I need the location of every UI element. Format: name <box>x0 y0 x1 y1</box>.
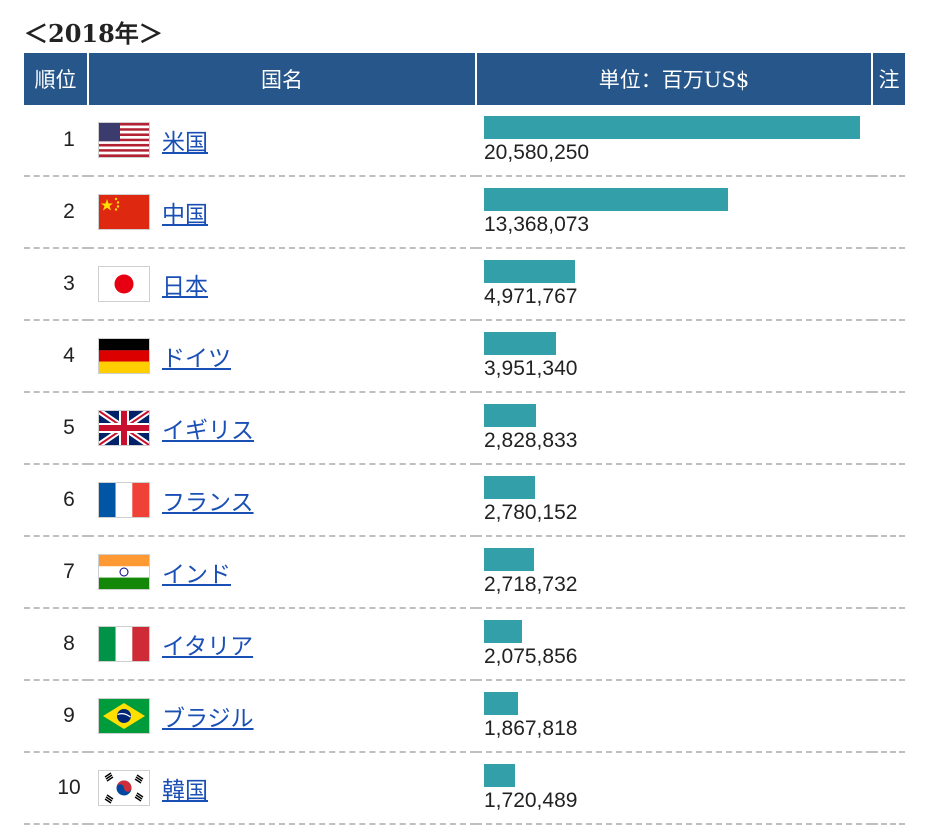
rank-number: 9 <box>24 680 88 753</box>
table-row: 6 フランス 2,780,152 <box>24 464 905 537</box>
flag-uk-icon <box>98 410 150 446</box>
flag-japan-icon <box>98 266 150 302</box>
value-cell: 1,867,818 <box>476 680 872 753</box>
value-label: 13,368,073 <box>484 212 590 236</box>
note-cell <box>872 752 905 825</box>
country-link[interactable]: インド <box>162 562 231 588</box>
table-row: 4 ドイツ 3,951,340 <box>24 320 905 393</box>
value-cell: 1,720,489 <box>476 752 872 825</box>
value-label: 2,780,152 <box>484 500 578 524</box>
value-bar <box>484 331 556 355</box>
flag-france-icon <box>98 482 150 518</box>
country-link[interactable]: 米国 <box>162 130 208 156</box>
header-name: 国名 <box>88 53 477 105</box>
country-link[interactable]: ブラジル <box>162 706 254 732</box>
value-bar <box>484 475 535 499</box>
note-cell <box>872 105 905 177</box>
country-cell: 米国 <box>88 105 476 177</box>
note-cell <box>872 464 905 537</box>
value-label: 3,951,340 <box>484 356 578 380</box>
header-rank: 順位 <box>24 53 89 105</box>
rank-number: 6 <box>24 464 88 537</box>
flag-brazil-icon <box>98 698 150 734</box>
value-cell: 20,580,250 <box>476 105 872 177</box>
rank-number: 7 <box>24 536 88 609</box>
header-note: 注 <box>872 53 905 105</box>
value-label: 20,580,250 <box>484 140 590 164</box>
country-cell: ドイツ <box>88 320 476 393</box>
country-cell: インド <box>88 536 476 609</box>
value-bar <box>484 763 515 787</box>
table-row: 10 韓国 1,720,489 <box>24 752 905 825</box>
country-link[interactable]: イタリア <box>162 634 254 660</box>
year-title: ＜2018年＞ <box>24 19 163 48</box>
value-cell: 2,718,732 <box>476 536 872 609</box>
flag-italy-icon <box>98 626 150 662</box>
country-cell: フランス <box>88 464 476 537</box>
value-bar <box>484 403 536 427</box>
note-cell <box>872 608 905 681</box>
rank-number: 5 <box>24 392 88 465</box>
note-cell <box>872 392 905 465</box>
value-label: 2,718,732 <box>484 572 578 596</box>
value-cell: 4,971,767 <box>476 248 872 321</box>
value-bar <box>484 259 575 283</box>
note-cell <box>872 248 905 321</box>
country-link[interactable]: 日本 <box>162 274 208 300</box>
value-label: 4,971,767 <box>484 284 578 308</box>
rank-number: 8 <box>24 608 88 681</box>
table-row: 2 中国 13,368,073 <box>24 176 905 249</box>
flag-china-icon <box>98 194 150 230</box>
table-row: 3 日本 4,971,767 <box>24 248 905 321</box>
country-cell: 韓国 <box>88 752 476 825</box>
country-link[interactable]: 韓国 <box>162 778 208 804</box>
value-cell: 2,828,833 <box>476 392 872 465</box>
table-row: 9 ブラジル 1,867,818 <box>24 680 905 753</box>
country-cell: ブラジル <box>88 680 476 753</box>
table-body: 1 米国 20,580,250 2 中国 13,368,073 3 日本 4,971,767 4 ド… <box>24 105 905 825</box>
country-link[interactable]: ドイツ <box>162 346 231 372</box>
country-cell: イギリス <box>88 392 476 465</box>
rank-number: 3 <box>24 248 88 321</box>
table-row: 1 米国 20,580,250 <box>24 105 905 177</box>
value-bar <box>484 691 518 715</box>
country-link[interactable]: イギリス <box>162 418 254 444</box>
country-link[interactable]: フランス <box>162 490 254 516</box>
note-cell <box>872 536 905 609</box>
value-label: 1,720,489 <box>484 788 578 812</box>
rank-number: 1 <box>24 105 88 177</box>
value-bar <box>484 619 522 643</box>
flag-korea-icon <box>98 770 150 806</box>
note-cell <box>872 320 905 393</box>
table-header-row: 順位 国名 単位：百万US$ 注 <box>24 53 905 105</box>
value-cell: 3,951,340 <box>476 320 872 393</box>
rank-number: 10 <box>24 752 88 825</box>
country-cell: 日本 <box>88 248 476 321</box>
rank-number: 2 <box>24 176 88 249</box>
value-cell: 2,075,856 <box>476 608 872 681</box>
value-label: 2,828,833 <box>484 428 578 452</box>
flag-germany-icon <box>98 338 150 374</box>
value-bar <box>484 115 860 139</box>
value-bar <box>484 547 534 571</box>
header-unit: 単位：百万US$ <box>476 53 873 105</box>
value-cell: 13,368,073 <box>476 176 872 249</box>
value-label: 2,075,856 <box>484 644 578 668</box>
country-cell: 中国 <box>88 176 476 249</box>
value-bar <box>484 187 728 211</box>
flag-usa-icon <box>98 122 150 158</box>
note-cell <box>872 680 905 753</box>
value-cell: 2,780,152 <box>476 464 872 537</box>
ranking-table: 順位 国名 単位：百万US$ 注 1 米国 20,580,250 2 中国 13,368,… <box>24 53 905 825</box>
country-link[interactable]: 中国 <box>162 202 208 228</box>
table-row: 7 インド 2,718,732 <box>24 536 905 609</box>
value-label: 1,867,818 <box>484 716 578 740</box>
note-cell <box>872 176 905 249</box>
rank-number: 4 <box>24 320 88 393</box>
table-row: 5 イギリス 2,828,833 <box>24 392 905 465</box>
table-row: 8 イタリア 2,075,856 <box>24 608 905 681</box>
country-cell: イタリア <box>88 608 476 681</box>
flag-india-icon <box>98 554 150 590</box>
